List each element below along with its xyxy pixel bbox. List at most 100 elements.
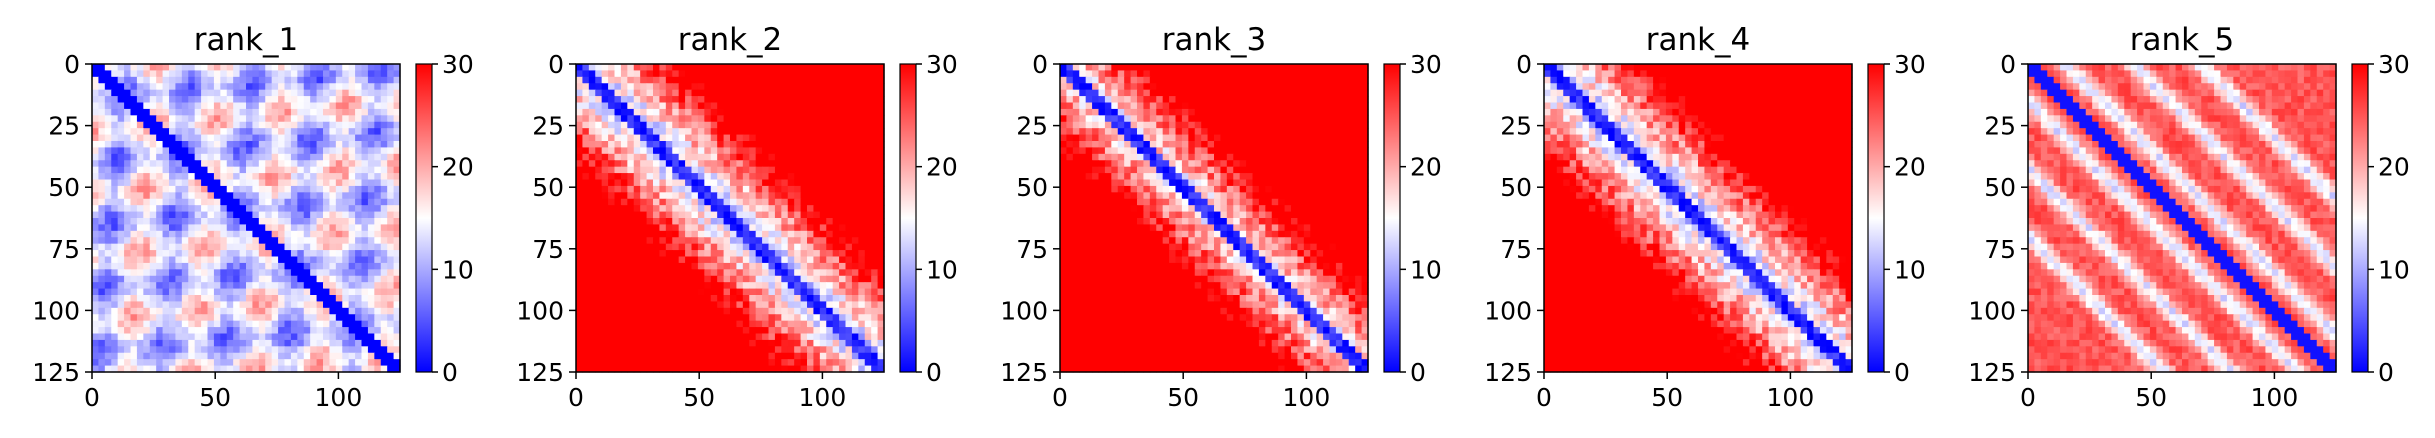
heatmap-cell	[576, 301, 584, 309]
heatmap-cell	[717, 192, 725, 200]
heatmap-cell	[665, 250, 673, 258]
heatmap-cell	[871, 211, 879, 219]
heatmap-cell	[717, 339, 725, 347]
heatmap-cell	[252, 320, 260, 328]
heatmap-cell	[633, 224, 641, 232]
heatmap-cell	[819, 314, 827, 322]
heatmap-cell	[162, 134, 170, 142]
heatmap-cell	[588, 307, 596, 315]
heatmap-cell	[1149, 64, 1157, 72]
heatmap-cell	[284, 327, 292, 335]
heatmap-cell	[845, 327, 853, 335]
heatmap-cell	[653, 288, 661, 296]
heatmap-cell	[582, 352, 590, 360]
heatmap-cell	[858, 198, 866, 206]
heatmap-cell	[595, 339, 603, 347]
heatmap-cell	[265, 224, 273, 232]
heatmap-cell	[582, 166, 590, 174]
heatmap-cell	[92, 153, 100, 161]
heatmap-cell	[582, 314, 590, 322]
heatmap-cell	[342, 198, 350, 206]
heatmap-cell	[207, 365, 215, 373]
heatmap-cell	[1066, 102, 1074, 110]
heatmap-cell	[265, 250, 273, 258]
heatmap-cell	[201, 192, 209, 200]
heatmap-cell	[284, 96, 292, 104]
heatmap-cell	[614, 295, 622, 303]
heatmap-cell	[124, 173, 132, 181]
heatmap-cell	[265, 96, 273, 104]
heatmap-cell	[595, 115, 603, 123]
heatmap-cell	[839, 250, 847, 258]
heatmap-cell	[653, 102, 661, 110]
heatmap-cell	[169, 333, 177, 341]
heatmap-cell	[717, 173, 725, 181]
heatmap-cell	[640, 230, 648, 238]
heatmap-cell	[627, 320, 635, 328]
heatmap-cell	[755, 153, 763, 161]
heatmap-cell	[620, 192, 628, 200]
heatmap-cell	[265, 76, 273, 84]
heatmap-cell	[1137, 83, 1145, 91]
heatmap-cell	[749, 179, 757, 187]
heatmap-cell	[774, 83, 782, 91]
heatmap-cell	[819, 205, 827, 213]
heatmap-cell	[678, 211, 686, 219]
heatmap-cell	[787, 346, 795, 354]
heatmap-cell	[627, 327, 635, 335]
heatmap-cell	[582, 307, 590, 315]
heatmap-cell	[864, 359, 872, 367]
heatmap-cell	[678, 160, 686, 168]
heatmap-cell	[1162, 64, 1170, 72]
heatmap-cell	[697, 250, 705, 258]
heatmap-cell	[858, 282, 866, 290]
heatmap-cell	[691, 352, 699, 360]
heatmap-cell	[367, 121, 375, 129]
heatmap-cell	[284, 365, 292, 373]
heatmap-cell	[742, 295, 750, 303]
heatmap-cell	[258, 108, 266, 116]
heatmap-cell	[704, 70, 712, 78]
heatmap-cell	[774, 295, 782, 303]
heatmap-cell	[659, 365, 667, 373]
heatmap-cell	[194, 179, 202, 187]
heatmap-cell	[659, 288, 667, 296]
heatmap-cell	[136, 262, 144, 270]
heatmap-cell	[640, 192, 648, 200]
heatmap-cell	[98, 192, 106, 200]
heatmap-cell	[201, 89, 209, 97]
heatmap-cell	[768, 256, 776, 264]
heatmap-cell	[169, 153, 177, 161]
heatmap-cell	[678, 70, 686, 78]
heatmap-cell	[265, 282, 273, 290]
heatmap-cell	[819, 269, 827, 277]
heatmap-cell	[845, 262, 853, 270]
heatmap-cell	[601, 320, 609, 328]
heatmap-cell	[290, 70, 298, 78]
heatmap-cell	[871, 192, 879, 200]
heatmap-cell	[98, 211, 106, 219]
heatmap-cell	[329, 102, 337, 110]
heatmap-cell	[595, 134, 603, 142]
heatmap-cell	[736, 269, 744, 277]
heatmap-cell	[143, 365, 151, 373]
heatmap-cell	[871, 230, 879, 238]
heatmap-cell	[258, 288, 266, 296]
heatmap-cell	[1214, 64, 1222, 72]
heatmap-cell	[367, 359, 375, 367]
heatmap-cell	[188, 115, 196, 123]
heatmap-cell	[278, 89, 286, 97]
heatmap-cell	[226, 307, 234, 315]
heatmap-cell	[749, 352, 757, 360]
heatmap-cell	[736, 198, 744, 206]
heatmap-cell	[576, 160, 584, 168]
heatmap-cell	[1175, 70, 1183, 78]
heatmap-cell	[723, 198, 731, 206]
heatmap-cell	[297, 153, 305, 161]
heatmap-cell	[130, 365, 138, 373]
heatmap-cell	[181, 333, 189, 341]
heatmap-cell	[672, 185, 680, 193]
heatmap-cell	[136, 327, 144, 335]
heatmap-cell	[156, 365, 164, 373]
heatmap-cell	[156, 121, 164, 129]
